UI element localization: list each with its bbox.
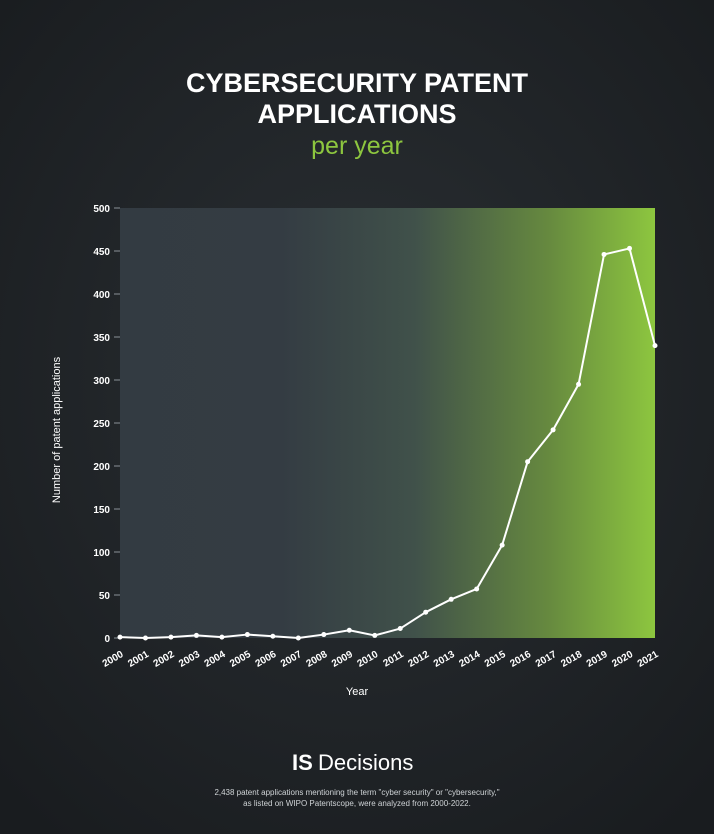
- chart-subtitle: per year: [311, 132, 403, 160]
- chart-title: CYBERSECURITY PATENT: [186, 68, 529, 98]
- brand-name: Decisions: [318, 750, 413, 775]
- point: [219, 634, 225, 640]
- y-tick-label: 50: [99, 591, 111, 602]
- point: [270, 633, 276, 639]
- point: [193, 632, 199, 638]
- y-tick-label: 250: [93, 419, 110, 430]
- point: [346, 627, 352, 633]
- y-tick-label: 0: [104, 634, 110, 645]
- point: [168, 634, 174, 640]
- y-tick-label: 400: [93, 290, 110, 301]
- point: [244, 632, 250, 638]
- point: [627, 245, 633, 251]
- point: [295, 635, 301, 641]
- y-tick-label: 300: [93, 376, 110, 387]
- point: [423, 609, 429, 615]
- point: [601, 251, 607, 257]
- point: [117, 634, 123, 640]
- point: [372, 632, 378, 638]
- y-tick-label: 500: [93, 204, 110, 215]
- plot-area: [120, 208, 655, 638]
- x-axis-label: Year: [346, 686, 369, 698]
- y-tick-label: 200: [93, 462, 110, 473]
- y-tick-label: 350: [93, 333, 110, 344]
- point: [397, 626, 403, 632]
- point: [474, 586, 480, 592]
- point: [550, 427, 556, 433]
- point: [652, 343, 658, 349]
- y-axis-label: Number of patent applications: [51, 356, 63, 503]
- point: [448, 596, 454, 602]
- line: [119, 247, 656, 639]
- footnote: 2,438 patent applications mentioning the…: [214, 788, 499, 797]
- y-tick-label: 100: [93, 548, 110, 559]
- point: [525, 459, 531, 465]
- footnote: as listed on WIPO Patentscope, were anal…: [243, 799, 471, 808]
- brand-mark: IS: [292, 750, 313, 775]
- y-tick-label: 150: [93, 505, 110, 516]
- point: [499, 542, 505, 548]
- chart-title: APPLICATIONS: [257, 99, 456, 129]
- point: [576, 381, 582, 387]
- point: [321, 632, 327, 638]
- y-tick-label: 450: [93, 247, 110, 258]
- point: [142, 635, 148, 641]
